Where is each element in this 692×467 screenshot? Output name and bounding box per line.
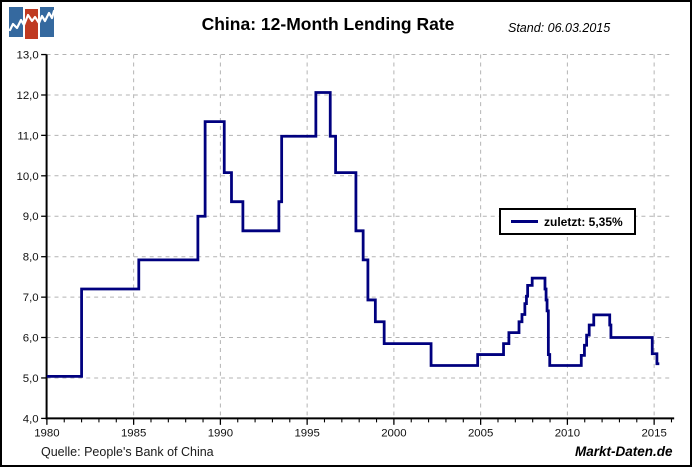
as-of-date: Stand: 06.03.2015 xyxy=(508,21,611,35)
x-tick-label: 2015 xyxy=(641,428,666,440)
x-tick-label: 1995 xyxy=(294,428,319,440)
x-tick-label: 2010 xyxy=(555,428,580,440)
x-tick-label: 1990 xyxy=(208,428,233,440)
y-tick-label: 7,0 xyxy=(23,292,39,304)
brand-watermark: Markt-Daten.de xyxy=(575,444,673,459)
y-tick-label: 5,0 xyxy=(23,373,39,385)
y-tick-label: 12,0 xyxy=(16,90,38,102)
x-tick-label: 1980 xyxy=(34,428,59,440)
y-tick-label: 9,0 xyxy=(23,211,39,223)
y-tick-label: 8,0 xyxy=(23,252,39,264)
legend-line-swatch xyxy=(511,220,538,223)
series-line xyxy=(46,91,660,378)
y-tick-label: 4,0 xyxy=(23,413,39,425)
x-tick-label: 2000 xyxy=(381,428,406,440)
y-tick-label: 13,0 xyxy=(16,50,38,62)
markt-daten-logo xyxy=(9,7,55,39)
logo-bar-blue-left xyxy=(9,7,23,37)
x-tick-label: 2005 xyxy=(468,428,493,440)
legend-label: zuletzt: 5,35% xyxy=(544,214,623,229)
page-title: China: 12-Month Lending Rate xyxy=(201,14,455,34)
legend-box: zuletzt: 5,35% xyxy=(499,208,636,235)
source-note: Quelle: People's Bank of China xyxy=(41,445,214,459)
x-tick-label: 1985 xyxy=(121,428,146,440)
y-tick-label: 10,0 xyxy=(16,171,38,183)
y-tick-label: 6,0 xyxy=(23,332,39,344)
y-tick-label: 11,0 xyxy=(17,130,38,142)
logo-zigzag-icon xyxy=(9,9,55,32)
